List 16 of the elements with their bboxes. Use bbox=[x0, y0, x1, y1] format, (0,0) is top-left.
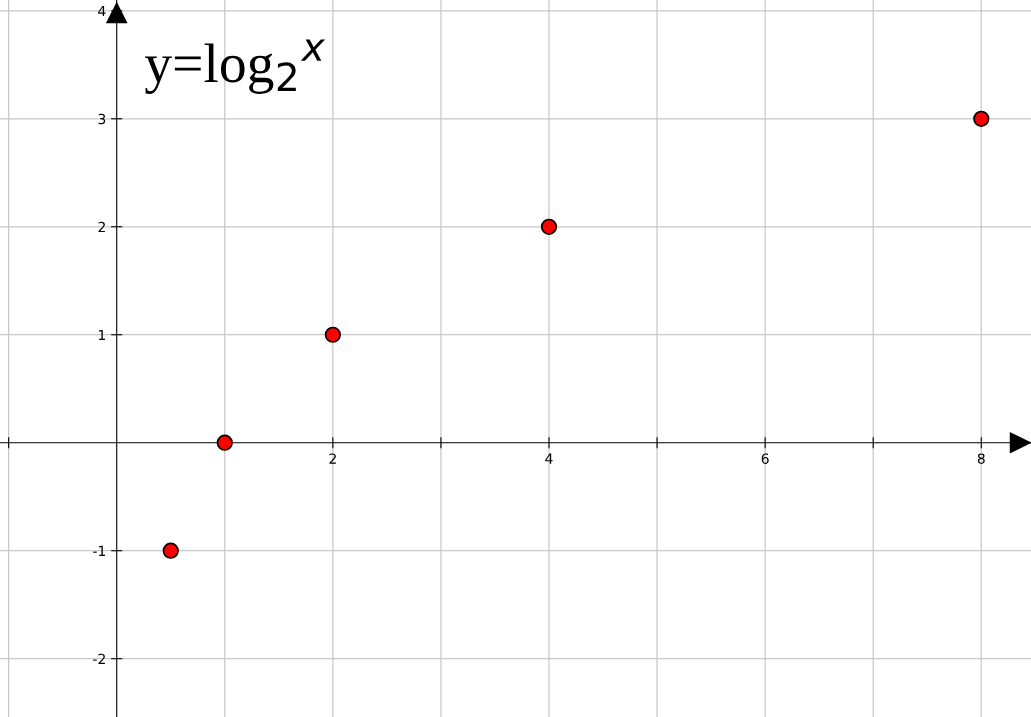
point bbox=[216, 434, 233, 451]
x-tick-label: 2 bbox=[329, 453, 336, 464]
point bbox=[324, 326, 341, 343]
y-tick-label: 1 bbox=[98, 329, 106, 341]
y-tick-label: -2 bbox=[93, 653, 105, 664]
point bbox=[973, 110, 990, 127]
x-tick-label: 8 bbox=[977, 453, 985, 464]
x-tick-label: 4 bbox=[545, 453, 553, 464]
y-tick-label: 3 bbox=[98, 113, 106, 125]
point bbox=[540, 218, 558, 235]
text: y=log$_{2}$$^{x}$ bbox=[145, 39, 326, 94]
y-tick-label: 4 bbox=[98, 5, 106, 17]
x-tick-label: 6 bbox=[761, 453, 769, 464]
y-tick-label: 2 bbox=[98, 221, 105, 233]
point bbox=[162, 542, 179, 559]
y-tick-label: -1 bbox=[93, 545, 106, 556]
